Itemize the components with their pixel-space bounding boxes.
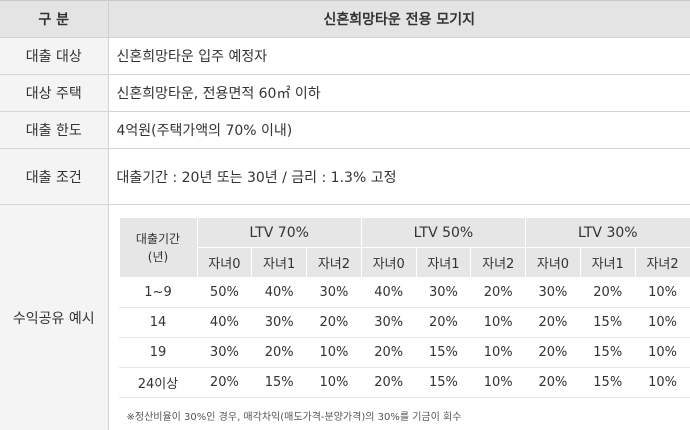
ratio-cell: 40% — [361, 278, 416, 308]
table-row: 24이상 20% 15% 10% 20% 15% 10% 20% 15% 10% — [119, 368, 690, 398]
ratio-cell: 50% — [197, 278, 252, 308]
period-header-line1: 대출기간 — [136, 232, 180, 246]
ratio-cell: 20% — [526, 338, 581, 368]
ratio-cell: 20% — [307, 308, 362, 338]
ratio-cell: 10% — [307, 338, 362, 368]
row-value: 신혼희망타운 입주 예정자 — [108, 38, 690, 75]
header-category: 구 분 — [0, 1, 108, 38]
header-row: 구 분 신혼희망타운 전용 모기지 — [0, 1, 690, 38]
ratio-cell: 10% — [635, 278, 690, 308]
ratio-cell: 20% — [471, 278, 526, 308]
group-ltv-30: LTV 30% — [526, 218, 690, 248]
group-ltv-70: LTV 70% — [197, 218, 361, 248]
period-header: 대출기간 (년) — [119, 218, 197, 278]
ratio-cell: 15% — [580, 368, 635, 398]
period-cell: 24이상 — [119, 368, 197, 398]
subcol-header: 자녀0 — [526, 248, 581, 278]
ratio-cell: 40% — [252, 278, 307, 308]
ratio-cell: 20% — [526, 308, 581, 338]
ratio-cell: 15% — [580, 308, 635, 338]
subcol-header: 자녀2 — [635, 248, 690, 278]
ratio-cell: 30% — [526, 278, 581, 308]
period-header-line2: (년) — [148, 250, 168, 264]
ratio-cell: 20% — [361, 338, 416, 368]
ratio-cell: 10% — [635, 368, 690, 398]
header-title: 신혼희망타운 전용 모기지 — [108, 1, 690, 38]
table-row: 14 40% 30% 20% 30% 20% 10% 20% 15% 10% — [119, 308, 690, 338]
ratio-cell: 20% — [416, 308, 471, 338]
ratio-cell: 30% — [252, 308, 307, 338]
subcol-header: 자녀1 — [416, 248, 471, 278]
row-loan-target: 대출 대상 신혼희망타운 입주 예정자 — [0, 38, 690, 75]
ratio-cell: 15% — [416, 338, 471, 368]
row-loan-terms: 대출 조건 대출기간 : 20년 또는 30년 / 금리 : 1.3% 고정 — [0, 149, 690, 205]
group-ltv-50: LTV 50% — [361, 218, 525, 248]
subcol-header: 자녀2 — [307, 248, 362, 278]
ratio-cell: 10% — [635, 308, 690, 338]
ratio-cell: 40% — [197, 308, 252, 338]
ratio-cell: 20% — [252, 338, 307, 368]
row-value: 4억원(주택가액의 70% 이내) — [108, 112, 690, 149]
period-cell: 19 — [119, 338, 197, 368]
row-value: 신혼희망타운, 전용면적 60㎡ 이하 — [108, 75, 690, 112]
row-profit-sharing: 수익공유 예시 대출기간 (년) LTV 70% LTV 50% LTV 3 — [0, 205, 690, 430]
ratio-cell: 30% — [416, 278, 471, 308]
table-row: 1~9 50% 40% 30% 40% 30% 20% 30% 20% 10% — [119, 278, 690, 308]
ratio-cell: 15% — [416, 368, 471, 398]
period-cell: 14 — [119, 308, 197, 338]
ratio-cell: 30% — [361, 308, 416, 338]
subcol-header: 자녀2 — [471, 248, 526, 278]
profit-sharing-table: 대출기간 (년) LTV 70% LTV 50% LTV 30% 자녀0 자녀1… — [119, 217, 690, 398]
subcol-header: 자녀0 — [361, 248, 416, 278]
footnote: ※정산비율이 30%인 경우, 매각차익(매도가격-분양가격)의 30%를 기금… — [127, 408, 690, 423]
ratio-cell: 10% — [635, 338, 690, 368]
ratio-cell: 30% — [197, 338, 252, 368]
subcol-header: 자녀1 — [580, 248, 635, 278]
ratio-cell: 10% — [471, 368, 526, 398]
row-value: 대출기간 : 20년 또는 30년 / 금리 : 1.3% 고정 — [108, 149, 690, 205]
group-header-row: 대출기간 (년) LTV 70% LTV 50% LTV 30% — [119, 218, 690, 248]
period-cell: 1~9 — [119, 278, 197, 308]
row-label: 대상 주택 — [0, 75, 108, 112]
subcol-header: 자녀1 — [252, 248, 307, 278]
ratio-cell: 15% — [580, 338, 635, 368]
subcol-header-row: 자녀0 자녀1 자녀2 자녀0 자녀1 자녀2 자녀0 자녀1 자녀2 — [119, 248, 690, 278]
row-label: 수익공유 예시 — [0, 205, 108, 430]
subcol-header: 자녀0 — [197, 248, 252, 278]
row-label: 대출 대상 — [0, 38, 108, 75]
row-label: 대출 한도 — [0, 112, 108, 149]
ratio-cell: 15% — [252, 368, 307, 398]
ratio-cell: 10% — [471, 308, 526, 338]
ratio-cell: 20% — [580, 278, 635, 308]
ratio-cell: 30% — [307, 278, 362, 308]
row-label: 대출 조건 — [0, 149, 108, 205]
row-loan-limit: 대출 한도 4억원(주택가액의 70% 이내) — [0, 112, 690, 149]
ratio-cell: 20% — [361, 368, 416, 398]
table-row: 19 30% 20% 10% 20% 15% 10% 20% 15% 10% — [119, 338, 690, 368]
ratio-cell: 10% — [307, 368, 362, 398]
ratio-cell: 10% — [471, 338, 526, 368]
row-target-housing: 대상 주택 신혼희망타운, 전용면적 60㎡ 이하 — [0, 75, 690, 112]
ratio-cell: 20% — [197, 368, 252, 398]
ratio-cell: 20% — [526, 368, 581, 398]
